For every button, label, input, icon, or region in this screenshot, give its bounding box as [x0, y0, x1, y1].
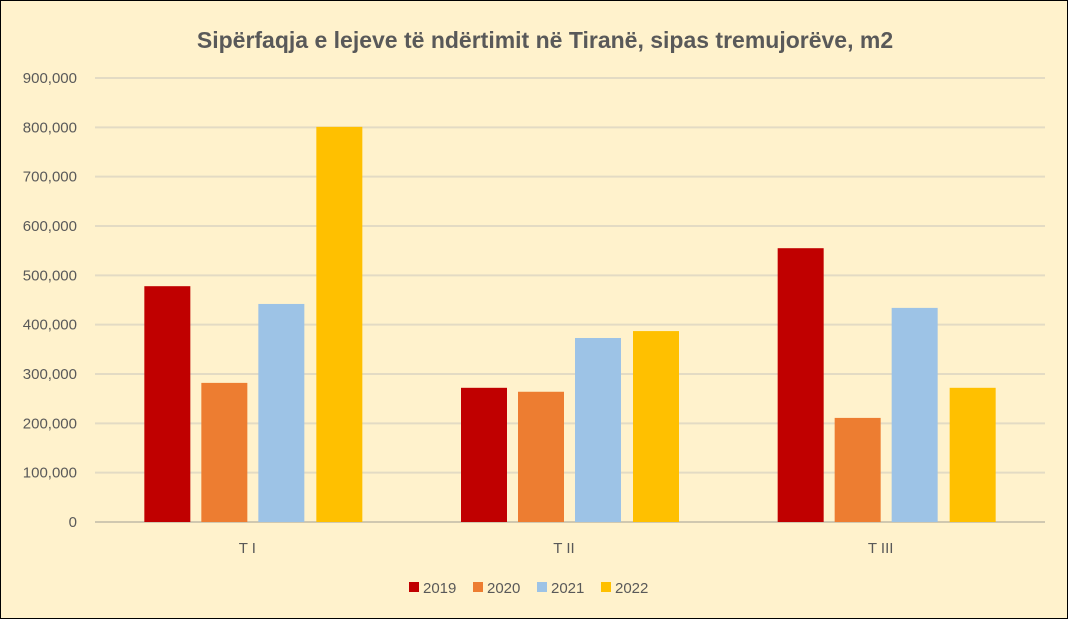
y-tick-label: 100,000 [23, 465, 77, 482]
legend-label-2019: 2019 [423, 580, 456, 597]
bar-2021-TI [258, 303, 305, 522]
y-tick-label: 200,000 [23, 415, 77, 432]
y-tick-label: 700,000 [23, 169, 77, 186]
legend-label-2021: 2021 [551, 580, 584, 597]
bar-2021-TIII [891, 307, 938, 522]
legend-swatch-2021 [537, 582, 547, 592]
y-tick-label: 900,000 [23, 70, 77, 87]
x-tick-label: T II [553, 540, 574, 557]
bar-2019-TIII [777, 248, 824, 522]
y-tick-label: 400,000 [23, 317, 77, 334]
y-tick-label: 800,000 [23, 119, 77, 136]
bar-2019-TII [461, 387, 507, 522]
bar-2021-TII [575, 337, 621, 522]
bar-2020-TI [201, 382, 248, 522]
bar-2022-TII [633, 331, 679, 522]
bar-2022-TI [316, 126, 363, 522]
bar-2022-TIII [949, 387, 996, 522]
legend-label-2020: 2020 [487, 580, 520, 597]
legend-swatch-2020 [473, 582, 483, 592]
chart-title: Sipërfaqja e lejeve të ndërtimit në Tira… [197, 27, 893, 53]
y-tick-label: 600,000 [23, 218, 77, 235]
bar-2020-TII [518, 391, 564, 522]
legend-label-2022: 2022 [615, 580, 648, 597]
x-tick-label: T III [868, 540, 894, 557]
y-tick-label: 300,000 [23, 366, 77, 383]
y-tick-label: 0 [69, 514, 77, 531]
bar-2020-TIII [834, 417, 881, 522]
y-tick-label: 500,000 [23, 267, 77, 284]
x-tick-label: T I [239, 540, 256, 557]
legend-swatch-2019 [409, 582, 419, 592]
legend-swatch-2022 [601, 582, 611, 592]
bar-2019-TI [144, 286, 191, 522]
